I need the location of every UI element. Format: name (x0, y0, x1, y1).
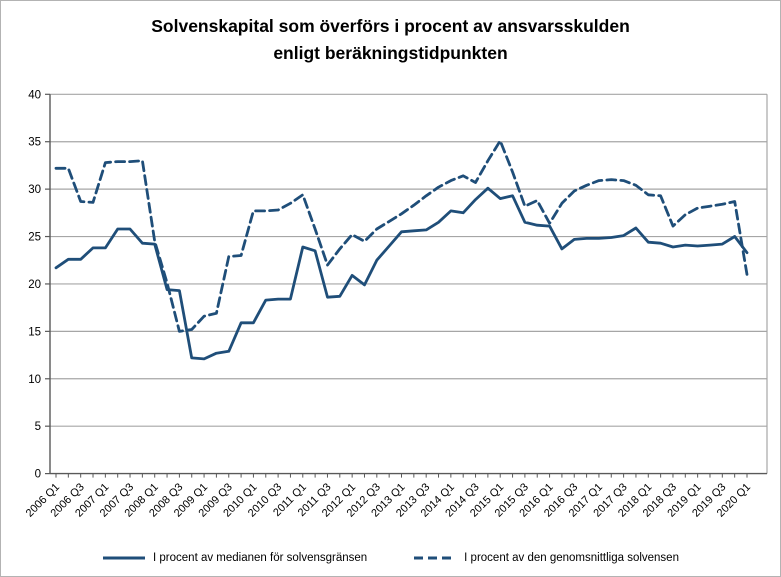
y-axis-tick-label: 35 (28, 137, 41, 149)
legend-item-average: I procent av den genomsnittliga solvense… (413, 552, 679, 564)
y-axis-tick-label: 40 (28, 89, 41, 101)
legend-label-average: I procent av den genomsnittliga solvense… (464, 552, 679, 564)
median-series-line (54, 186, 749, 361)
y-axis-tick-label: 0 (35, 469, 41, 481)
dashed-line-icon (414, 556, 457, 560)
y-axis-tick-label: 30 (28, 184, 41, 196)
chart-legend: I procent av medianen för solvensgränsen… (1, 552, 780, 564)
solid-line-icon (103, 556, 146, 560)
chart-title: Solvenskapital som överförs i procent av… (1, 13, 780, 67)
legend-item-median: I procent av medianen för solvensgränsen (102, 552, 367, 564)
y-axis-tick-label: 15 (28, 326, 41, 338)
average-series-line (54, 139, 749, 333)
y-axis-tick-label: 10 (28, 374, 41, 386)
chart-title-line1: Solvenskapital som överförs i procent av… (151, 16, 630, 36)
legend-label-median: I procent av medianen för solvensgränsen (153, 552, 368, 564)
y-axis-tick-label: 25 (28, 232, 41, 244)
y-axis-tick-label: 20 (28, 279, 41, 291)
chart-title-line2: enligt beräkningstidpunkten (273, 43, 508, 64)
y-axis-tick-label: 5 (35, 421, 41, 433)
